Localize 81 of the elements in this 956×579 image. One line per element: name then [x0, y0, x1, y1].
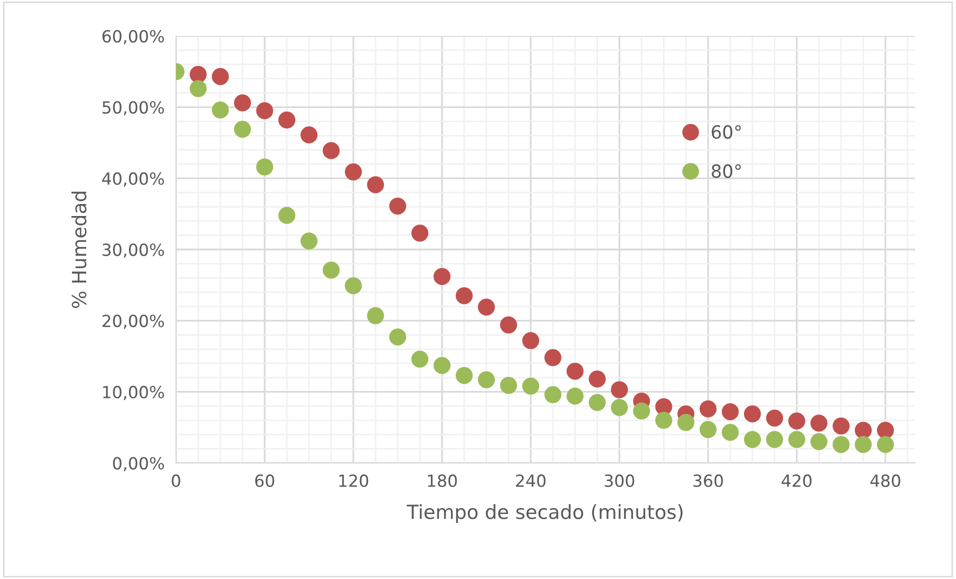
point — [722, 403, 739, 420]
point — [544, 386, 562, 404]
x-axis-title: Tiempo de secado (minutos) — [406, 504, 683, 523]
point — [212, 102, 229, 119]
point — [434, 356, 451, 374]
x-tick-label: 180 — [428, 474, 457, 488]
point — [278, 206, 296, 224]
point — [190, 66, 207, 83]
point — [256, 102, 274, 120]
y-tick-label: 0,00% — [113, 456, 164, 472]
legend-label: 80° — [712, 164, 741, 178]
point — [522, 378, 540, 395]
point — [300, 126, 318, 144]
y-tick-label: 20,00% — [102, 314, 164, 329]
point — [744, 431, 761, 448]
point — [322, 262, 340, 279]
point — [389, 198, 406, 215]
point — [876, 422, 894, 439]
point — [478, 298, 495, 316]
point — [633, 402, 650, 420]
point — [256, 158, 274, 176]
legend-label: 60° — [712, 125, 741, 139]
point — [700, 421, 717, 438]
point — [500, 316, 518, 334]
point — [610, 398, 628, 416]
x-tick-label: 300 — [604, 474, 634, 488]
point — [788, 412, 806, 430]
x-tick-label: 240 — [516, 474, 546, 488]
point — [212, 68, 229, 86]
point — [810, 414, 828, 432]
y-tick-label: 30,00% — [102, 243, 164, 258]
point — [610, 381, 628, 398]
point — [367, 176, 384, 194]
point — [344, 163, 362, 180]
point — [588, 370, 606, 388]
point — [389, 328, 406, 346]
point — [367, 307, 384, 324]
point — [544, 349, 562, 366]
point — [788, 431, 806, 448]
point — [190, 80, 207, 98]
y-tick-label: 60,00% — [102, 30, 164, 44]
point — [766, 410, 784, 427]
point — [478, 371, 495, 388]
y-tick-label: 10,00% — [103, 386, 164, 400]
point — [500, 376, 518, 394]
x-tick-label: 420 — [782, 474, 812, 488]
point — [655, 412, 672, 429]
point — [456, 287, 473, 304]
point — [588, 394, 606, 412]
point — [456, 366, 473, 384]
point — [722, 424, 739, 441]
point — [832, 436, 850, 453]
point — [700, 400, 717, 418]
point — [322, 142, 340, 160]
point — [434, 268, 451, 286]
point — [411, 224, 428, 242]
x-tick-label: 60 — [255, 474, 274, 488]
x-tick-label: 0 — [172, 474, 180, 488]
point — [854, 422, 872, 439]
x-tick-label: 360 — [693, 474, 723, 488]
point — [744, 405, 761, 422]
y-tick-label: 40,00% — [102, 172, 164, 187]
point — [876, 436, 894, 453]
point — [810, 433, 828, 450]
x-tick-label: 120 — [339, 474, 368, 488]
point — [234, 120, 252, 138]
x-tick-label: 480 — [870, 474, 900, 488]
point — [300, 232, 318, 250]
point — [677, 414, 694, 431]
y-axis-title: % Humedad — [71, 192, 86, 308]
y-tick-label: 50,00% — [102, 101, 164, 116]
point — [278, 111, 296, 128]
point — [832, 417, 850, 434]
point — [854, 436, 872, 453]
point — [566, 362, 584, 380]
point — [522, 332, 540, 350]
point — [344, 277, 362, 294]
point — [234, 94, 252, 112]
point — [766, 431, 784, 448]
point — [411, 350, 428, 368]
point — [566, 388, 584, 405]
